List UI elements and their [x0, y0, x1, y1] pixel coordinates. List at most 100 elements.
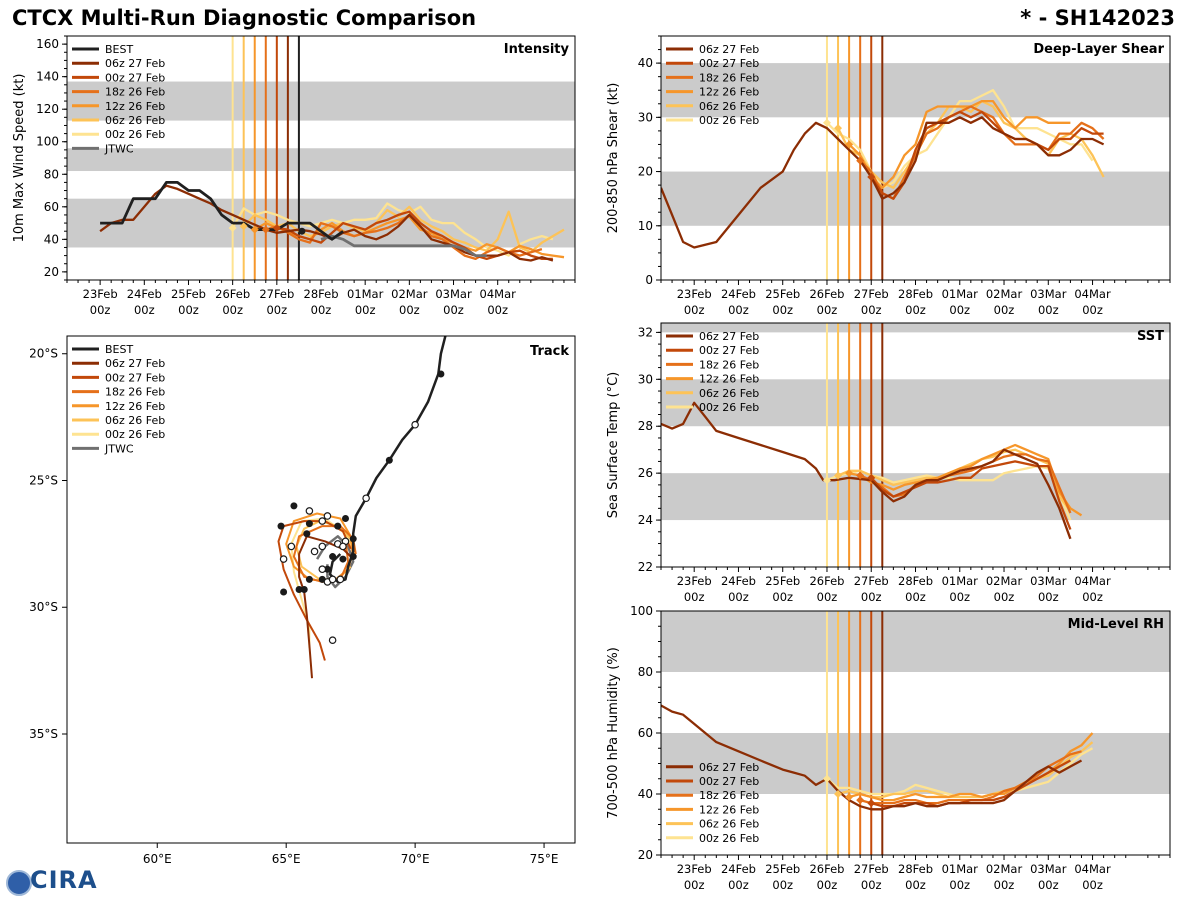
x-tick-label: 03Mar	[435, 287, 472, 301]
x-tick-label: 00z	[1082, 878, 1103, 892]
legend-label-12z-26-feb: 12z 26 Feb	[105, 400, 165, 413]
init-marker-00z-27-feb	[272, 223, 281, 232]
track-point-open	[318, 565, 327, 574]
y-tick-label: 24	[638, 513, 653, 527]
x-tick-label: 02Mar	[986, 574, 1023, 588]
x-tick-label: 00z	[178, 303, 199, 317]
init-marker-06z-26-feb	[834, 471, 843, 480]
y-tick-label: 35°S	[29, 727, 58, 741]
track-point	[303, 530, 311, 538]
x-tick-label: 28Feb	[898, 287, 933, 301]
track-point	[329, 553, 337, 561]
x-tick-label: 25Feb	[765, 287, 800, 301]
x-tick-label: 70°E	[401, 852, 430, 866]
y-tick-label: 20	[44, 265, 59, 279]
series-12z-26-feb	[848, 99, 1071, 189]
series-00z-27-feb	[870, 759, 1071, 808]
x-tick-label: 28Feb	[898, 862, 933, 876]
legend-label-12z-26-feb: 12z 26 Feb	[699, 803, 759, 816]
legend-label-06z-27-feb: 06z 27 Feb	[105, 357, 165, 370]
init-marker-00z-26-feb	[822, 476, 831, 485]
track-point-open	[318, 542, 327, 551]
legend-label-jtwc: JTWC	[104, 142, 134, 155]
x-tick-label: 01Mar	[942, 574, 979, 588]
track-point-open	[362, 494, 370, 503]
init-marker-12z-26-feb	[845, 793, 854, 802]
y-tick-label: 40	[44, 232, 59, 246]
y-tick-label: 32	[638, 325, 653, 339]
legend-label-06z-27-feb: 06z 27 Feb	[105, 57, 165, 70]
legend-label-best: BEST	[105, 343, 133, 356]
legend-label-06z-26-feb: 06z 26 Feb	[105, 414, 165, 427]
x-tick-label: 26Feb	[809, 287, 844, 301]
x-tick-label: 00z	[994, 878, 1015, 892]
panel-title: SST	[1137, 329, 1164, 344]
legend-label-06z-27-feb: 06z 27 Feb	[699, 43, 759, 56]
x-tick-label: 00z	[905, 303, 926, 317]
track-point-open	[339, 542, 347, 551]
track-point-open	[411, 420, 419, 429]
legend-label-18z-26-feb: 18z 26 Feb	[699, 789, 759, 802]
legend-label-06z-27-feb: 06z 27 Feb	[699, 761, 759, 774]
track-point	[349, 535, 357, 543]
x-tick-label: 00z	[905, 590, 926, 604]
legend-label-00z-26-feb: 00z 26 Feb	[105, 128, 165, 141]
y-tick-label: 40	[638, 56, 653, 70]
cira-logo-text: CIRA	[30, 866, 98, 894]
x-tick-label: 27Feb	[854, 287, 889, 301]
x-tick-label: 00z	[443, 303, 464, 317]
x-tick-label: 00z	[772, 878, 793, 892]
x-tick-label: 00z	[1038, 878, 1059, 892]
x-tick-label: 24Feb	[127, 287, 162, 301]
legend-label-06z-26-feb: 06z 26 Feb	[699, 387, 759, 400]
init-marker-18z-26-feb	[856, 471, 865, 480]
panel-intensity: 20 40 60 80 100 120 140 160 23Feb 00z 24Feb 00z 25Fe…	[12, 35, 576, 317]
legend-label-00z-26-feb: 00z 26 Feb	[699, 114, 759, 127]
cira-logo-icon	[6, 870, 32, 896]
x-tick-label: 00z	[487, 303, 508, 317]
y-tick-label: 80	[638, 665, 653, 679]
series-12z-26-feb	[848, 443, 1083, 517]
init-marker-12z-26-feb	[250, 225, 259, 234]
panel-title: Deep-Layer Shear	[1033, 42, 1164, 57]
y-tick-label: 30	[638, 110, 653, 124]
legend-label-12z-26-feb: 12z 26 Feb	[699, 373, 759, 386]
x-tick-label: 00z	[994, 303, 1015, 317]
legend-label-12z-26-feb: 12z 26 Feb	[699, 86, 759, 99]
panel-sst: 22 24 26 28 30 32 23Feb 00z 24Feb 00z 25Feb 00z 26Fe…	[606, 322, 1171, 604]
legend-label-06z-26-feb: 06z 26 Feb	[105, 114, 165, 127]
x-tick-label: 27Feb	[854, 862, 889, 876]
x-tick-label: 27Feb	[259, 287, 294, 301]
x-tick-label: 25Feb	[765, 574, 800, 588]
y-tick-label: 20	[638, 165, 653, 179]
track-best	[328, 336, 447, 584]
x-tick-label: 00z	[817, 590, 838, 604]
track-point	[305, 520, 313, 528]
legend-label-06z-26-feb: 06z 26 Feb	[699, 100, 759, 113]
x-tick-label: 00z	[684, 878, 705, 892]
y-tick-label: 26	[638, 466, 653, 480]
x-tick-label: 26Feb	[809, 574, 844, 588]
y-tick-label: 20	[638, 848, 653, 862]
y-tick-label: 100	[630, 604, 653, 618]
plot-area	[661, 323, 1170, 567]
track-point-open	[318, 517, 327, 525]
legend-label-00z-27-feb: 00z 27 Feb	[699, 775, 759, 788]
x-tick-label: 25Feb	[171, 287, 206, 301]
x-tick-label: 26Feb	[215, 287, 250, 301]
shading-band	[661, 63, 1170, 118]
track-point	[295, 586, 303, 593]
track-point-open	[328, 575, 337, 584]
y-tick-label: 60	[44, 200, 59, 214]
map-frame	[66, 335, 576, 844]
y-tick-label: 100	[36, 135, 59, 149]
track-point	[385, 456, 393, 464]
legend-label-best: BEST	[105, 43, 133, 56]
x-tick-label: 00z	[949, 878, 970, 892]
y-axis-label: Sea Surface Temp (°C)	[606, 372, 621, 519]
track-point-open	[305, 507, 314, 515]
plot-area	[67, 36, 575, 280]
panel-title: Track	[530, 344, 569, 359]
